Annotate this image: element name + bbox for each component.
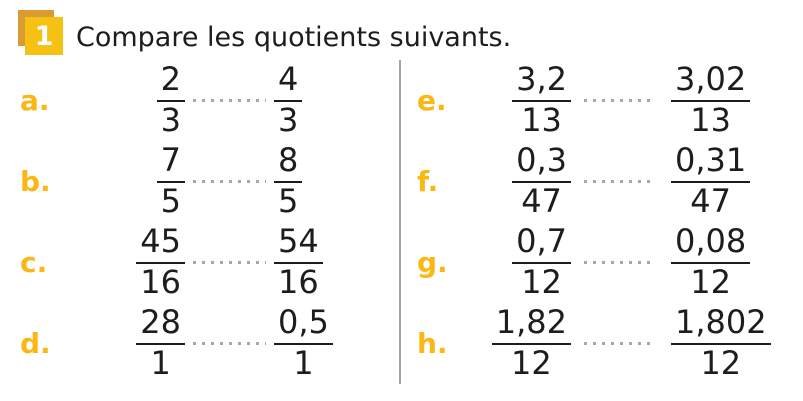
item-label: c. xyxy=(20,245,48,279)
denominator: 1 xyxy=(136,343,185,383)
numerator: 0,3 xyxy=(516,141,567,180)
fraction: 1,82 12 xyxy=(491,303,571,383)
answer-dots xyxy=(584,180,655,183)
fraction: 1,802 12 xyxy=(671,303,771,383)
item-label: g. xyxy=(417,245,448,279)
exercise-header: 1 Compare les quotients suivants. xyxy=(0,0,803,58)
exercise-item-f: f. 0,3 47 0,31 47 xyxy=(401,141,803,222)
fraction-right-cell: 0,5 1 xyxy=(274,303,399,383)
answer-dots xyxy=(584,342,655,345)
denominator: 12 xyxy=(671,262,751,302)
item-label: b. xyxy=(20,164,51,198)
fraction: 28 1 xyxy=(136,303,185,383)
fraction-left-cell: 1,82 12 xyxy=(453,303,571,383)
numerator: 54 xyxy=(278,222,319,261)
fraction: 0,08 12 xyxy=(671,222,751,302)
exercise-body: a. 2 3 4 3 b. xyxy=(0,60,803,384)
denominator: 3 xyxy=(156,100,185,140)
fraction: 0,7 12 xyxy=(512,222,571,302)
fraction: 45 16 xyxy=(136,222,185,302)
numerator: 0,31 xyxy=(675,141,747,180)
denominator: 47 xyxy=(512,181,571,221)
column-divider xyxy=(399,60,401,384)
badge-number: 1 xyxy=(25,17,63,55)
fraction-right-cell: 8 5 xyxy=(274,141,399,221)
denominator: 5 xyxy=(274,181,303,221)
fraction: 3,02 13 xyxy=(671,60,751,140)
numerator: 4 xyxy=(278,60,299,99)
fraction-left-cell: 3,2 13 xyxy=(453,60,571,140)
numerator: 3,02 xyxy=(675,60,747,99)
item-label: d. xyxy=(20,326,51,360)
numerator: 1,802 xyxy=(675,303,767,342)
fraction-right-cell: 0,31 47 xyxy=(671,141,803,221)
fraction: 3,2 13 xyxy=(512,60,571,140)
exercise-item-g: g. 0,7 12 0,08 12 xyxy=(401,222,803,303)
fraction: 4 3 xyxy=(274,60,303,140)
fraction: 0,31 47 xyxy=(671,141,751,221)
exercise-item-d: d. 28 1 0,5 1 xyxy=(0,303,399,384)
numerator: 2 xyxy=(160,60,181,99)
denominator: 3 xyxy=(274,100,303,140)
denominator: 16 xyxy=(136,262,185,302)
fraction-left-cell: 0,7 12 xyxy=(453,222,571,302)
fraction: 7 5 xyxy=(156,141,185,221)
exercise-item-h: h. 1,82 12 1,802 12 xyxy=(401,303,803,384)
fraction: 54 16 xyxy=(274,222,323,302)
item-label: h. xyxy=(417,326,448,360)
fraction: 0,3 47 xyxy=(512,141,571,221)
denominator: 13 xyxy=(671,100,751,140)
fraction-left-cell: 7 5 xyxy=(62,141,185,221)
numerator: 7 xyxy=(160,141,181,180)
fraction-right-cell: 1,802 12 xyxy=(671,303,803,383)
denominator: 47 xyxy=(671,181,751,221)
answer-dots xyxy=(193,342,266,345)
numerator: 0,5 xyxy=(278,303,329,342)
fraction: 0,5 1 xyxy=(274,303,333,383)
fraction-left-cell: 28 1 xyxy=(62,303,185,383)
denominator: 5 xyxy=(156,181,185,221)
numerator: 45 xyxy=(140,222,181,261)
fraction-left-cell: 2 3 xyxy=(62,60,185,140)
numerator: 0,7 xyxy=(516,222,567,261)
column-right: e. 3,2 13 3,02 13 f. xyxy=(401,60,803,384)
answer-dots xyxy=(193,261,266,264)
denominator: 13 xyxy=(512,100,571,140)
denominator: 1 xyxy=(274,343,333,383)
exercise-item-a: a. 2 3 4 3 xyxy=(0,60,399,141)
denominator: 12 xyxy=(671,343,771,383)
fraction-right-cell: 3,02 13 xyxy=(671,60,803,140)
item-label: e. xyxy=(417,83,447,117)
numerator: 3,2 xyxy=(516,60,567,99)
exercise-item-e: e. 3,2 13 3,02 13 xyxy=(401,60,803,141)
denominator: 16 xyxy=(274,262,323,302)
item-label: a. xyxy=(20,83,50,117)
denominator: 12 xyxy=(512,262,571,302)
fraction: 8 5 xyxy=(274,141,303,221)
denominator: 12 xyxy=(491,343,571,383)
numerator: 1,82 xyxy=(495,303,567,342)
fraction-right-cell: 4 3 xyxy=(274,60,399,140)
numerator: 8 xyxy=(278,141,299,180)
answer-dots xyxy=(584,99,655,102)
numerator: 28 xyxy=(140,303,181,342)
fraction-left-cell: 0,3 47 xyxy=(453,141,571,221)
fraction-right-cell: 54 16 xyxy=(274,222,399,302)
item-label: f. xyxy=(417,164,439,198)
fraction-left-cell: 45 16 xyxy=(62,222,185,302)
answer-dots xyxy=(193,180,266,183)
exercise-item-b: b. 7 5 8 5 xyxy=(0,141,399,222)
fraction: 2 3 xyxy=(156,60,185,140)
fraction-right-cell: 0,08 12 xyxy=(671,222,803,302)
exercise-number-badge: 1 xyxy=(18,10,63,55)
answer-dots xyxy=(193,99,266,102)
exercise-item-c: c. 45 16 54 16 xyxy=(0,222,399,303)
answer-dots xyxy=(584,261,655,264)
exercise-title: Compare les quotients suivants. xyxy=(76,21,512,53)
column-left: a. 2 3 4 3 b. xyxy=(0,60,399,384)
numerator: 0,08 xyxy=(675,222,747,261)
